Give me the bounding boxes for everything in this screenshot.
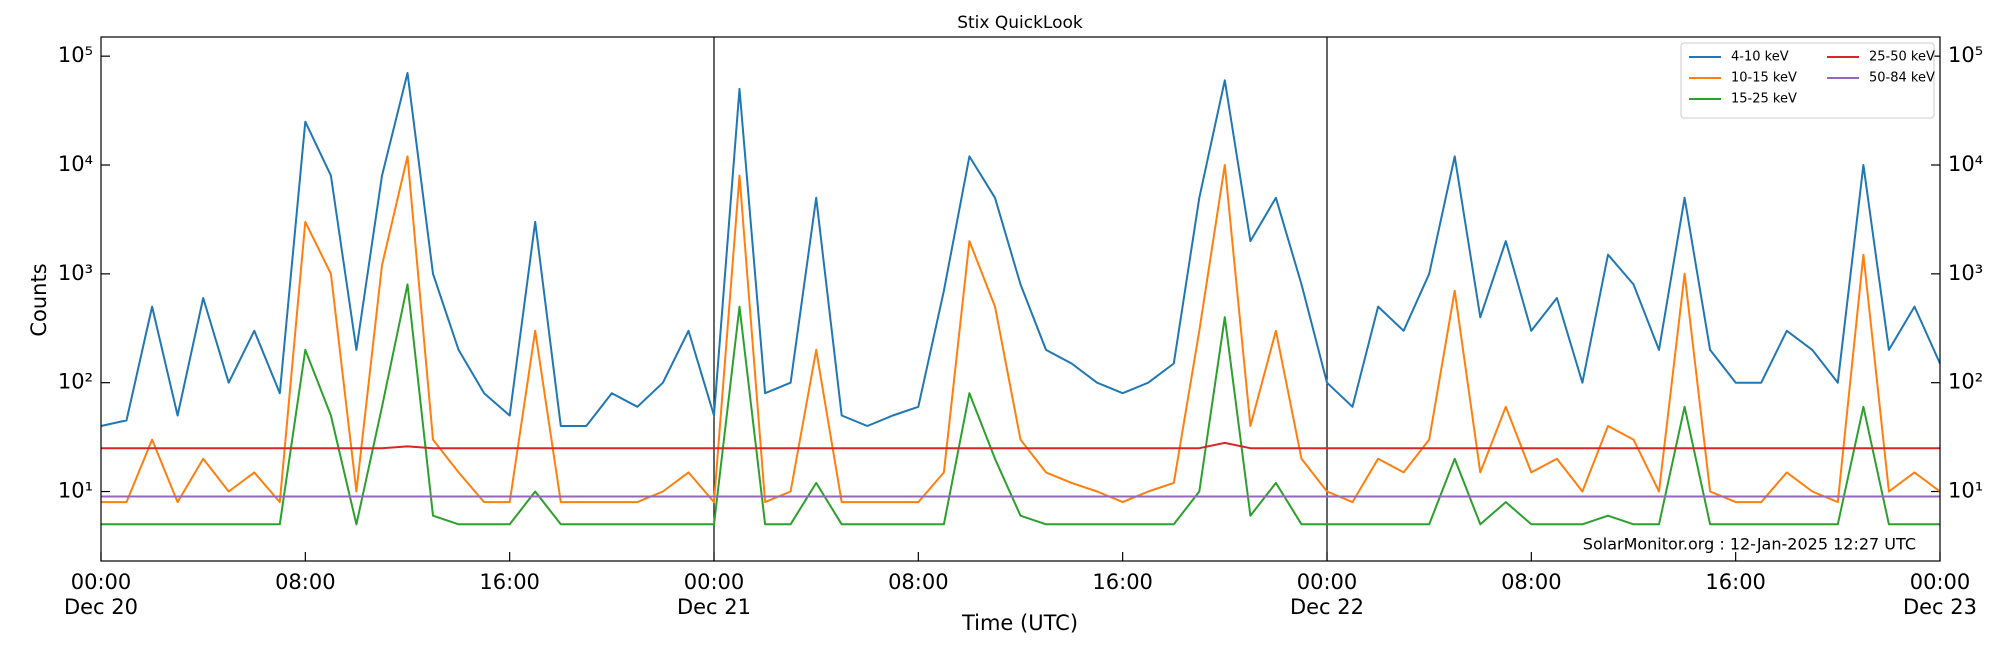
x-tick-label: 00:00 <box>71 570 132 594</box>
x-tick-label: 00:00 <box>1297 570 1358 594</box>
y-tick-label-right: 10⁵ <box>1948 43 1983 67</box>
plot-frame <box>100 36 1941 562</box>
series-line <box>101 155 1941 504</box>
y-tick-label-right: 10² <box>1948 370 1983 394</box>
legend-label: 50-84 keV <box>1869 71 1935 86</box>
y-tick-label: 10¹ <box>58 479 93 503</box>
x-tick-label: 08:00 <box>1501 570 1562 594</box>
legend-label: 10-15 keV <box>1731 71 1797 86</box>
x-tick-label: Dec 20 <box>64 595 138 619</box>
y-tick-label-right: 10¹ <box>1948 479 1983 503</box>
y-tick-label: 10² <box>58 370 93 394</box>
legend: 4-10 keV 10-15 keV 15-25 keV 25-50 keV 50-84… <box>1680 42 1935 119</box>
x-axis-label: Time (UTC) <box>961 611 1078 635</box>
x-tick-label: 16:00 <box>1092 570 1153 594</box>
legend-label: 25-50 keV <box>1869 50 1935 65</box>
x-tick-label: 16:00 <box>479 570 540 594</box>
y-tick-label: 10⁵ <box>58 43 93 67</box>
x-tick-label: 08:00 <box>888 570 949 594</box>
y-tick-label-right: 10³ <box>1948 261 1983 285</box>
y-tick-label-right: 10⁴ <box>1948 152 1983 176</box>
series-line <box>100 72 1941 427</box>
y-tick-label: 10³ <box>58 261 93 285</box>
legend-label: 4-10 keV <box>1731 50 1789 65</box>
series-line <box>101 441 1940 450</box>
x-tick-label: Dec 23 <box>1903 595 1977 619</box>
y-tick-label: 10⁴ <box>58 152 93 176</box>
x-tick-label: 08:00 <box>275 570 336 594</box>
series-line <box>101 283 1940 526</box>
annotation: SolarMonitor.org : 12-Jan-2025 12:27 UTC <box>1583 535 1916 554</box>
x-tick-label: 00:00 <box>1910 570 1971 594</box>
chart-title: Stix QuickLook <box>957 13 1083 33</box>
y-axis-label: Counts <box>27 263 51 336</box>
legend-box <box>1680 42 1935 119</box>
x-tick-label: 16:00 <box>1705 570 1766 594</box>
legend-label: 15-25 keV <box>1731 92 1797 107</box>
x-tick-label: 00:00 <box>684 570 745 594</box>
x-tick-label: Dec 21 <box>677 595 751 619</box>
x-tick-label: Dec 22 <box>1290 595 1364 619</box>
